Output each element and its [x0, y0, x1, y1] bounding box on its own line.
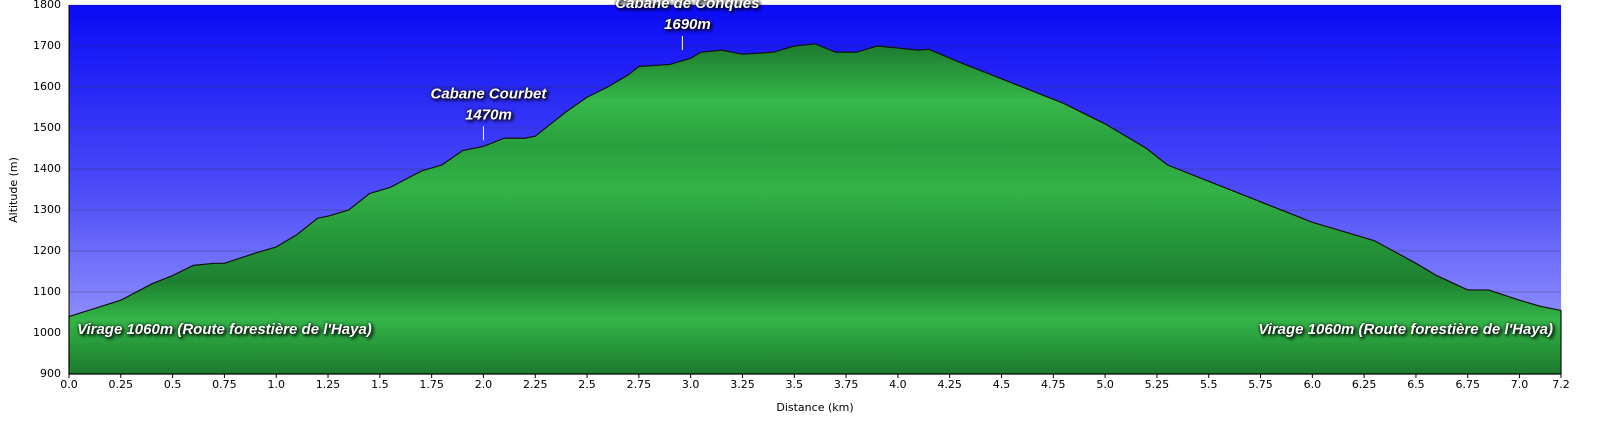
y-tick-label: 1000: [33, 326, 61, 339]
x-tick-label: 2.75: [627, 378, 652, 391]
y-tick-label: 900: [40, 367, 61, 380]
x-tick-label: 1.75: [419, 378, 444, 391]
y-axis-title: Altitude (m): [7, 157, 20, 223]
start-label: Virage 1060m (Route forestière de l'Haya…: [77, 321, 372, 338]
x-tick-label: 7.2: [1552, 378, 1570, 391]
annotation-title: Cabane de Conques: [615, 0, 759, 12]
x-tick-label: 4.0: [889, 378, 907, 391]
x-tick-label: 5.25: [1145, 378, 1170, 391]
x-tick-label: 7.0: [1511, 378, 1529, 391]
x-tick-label: 5.75: [1248, 378, 1273, 391]
y-tick-label: 1100: [33, 285, 61, 298]
annotation-title: Cabane Courbet: [431, 85, 548, 102]
x-tick-label: 3.25: [730, 378, 755, 391]
annotation-value: 1690m: [664, 16, 711, 33]
area-layer: [68, 43, 1562, 375]
x-tick-label: 2.5: [578, 378, 596, 391]
x-tick-label: 4.75: [1041, 378, 1066, 391]
x-tick-label: 6.5: [1407, 378, 1425, 391]
x-tick-label: 0.0: [60, 378, 78, 391]
y-tick-label: 1600: [33, 80, 61, 93]
x-tick-label: 4.5: [993, 378, 1011, 391]
x-tick-label: 2.0: [475, 378, 493, 391]
x-tick-label: 3.5: [786, 378, 804, 391]
x-tick-label: 4.25: [937, 378, 962, 391]
y-tick-label: 1500: [33, 121, 61, 134]
elevation-area: [68, 43, 1562, 375]
end-label: Virage 1060m (Route forestière de l'Haya…: [1258, 321, 1553, 338]
y-tick-label: 1400: [33, 162, 61, 175]
x-tick-label: 6.0: [1304, 378, 1322, 391]
x-tick-label: 0.75: [212, 378, 237, 391]
x-tick-label: 3.0: [682, 378, 700, 391]
y-tick-label: 1800: [33, 0, 61, 11]
x-tick-label: 5.5: [1200, 378, 1218, 391]
y-tick-label: 1700: [33, 39, 61, 52]
y-tick-label: 1200: [33, 244, 61, 257]
x-tick-label: 0.25: [109, 378, 134, 391]
x-tick-label: 1.5: [371, 378, 389, 391]
x-tick-label: 1.25: [316, 378, 341, 391]
x-tick-label: 5.0: [1096, 378, 1114, 391]
labels: 900 1000 1100 1200 1300 1400 1500 1600 1700 1800 0…: [33, 0, 1570, 391]
x-tick-label: 1.0: [267, 378, 285, 391]
x-axis-title: Distance (km): [776, 401, 853, 414]
x-tick-label: 6.75: [1456, 378, 1481, 391]
y-tick-label: 1300: [33, 203, 61, 216]
x-tick-label: 3.75: [834, 378, 859, 391]
x-tick-label: 6.25: [1352, 378, 1377, 391]
annotation-value: 1470m: [465, 106, 512, 123]
x-tick-label: 0.5: [164, 378, 182, 391]
x-tick-label: 2.25: [523, 378, 548, 391]
